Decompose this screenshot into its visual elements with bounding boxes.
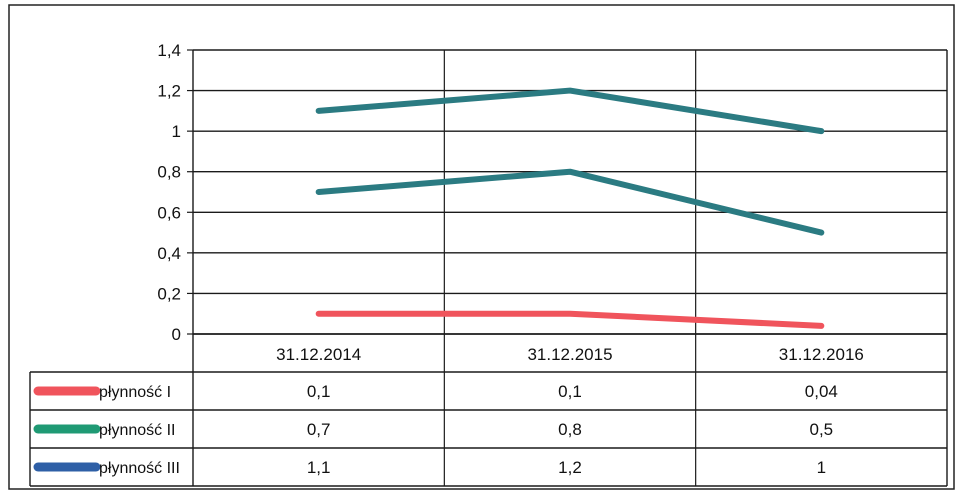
x-category-label: 31.12.2014	[276, 345, 361, 364]
y-tick-label: 1	[172, 122, 181, 141]
legend-series-label: płynność II	[99, 422, 175, 439]
table-value-cell: 1	[817, 458, 826, 477]
legend-series-label: płynność I	[99, 384, 171, 401]
y-tick-label: 0,2	[157, 284, 181, 303]
series-line	[315, 87, 825, 135]
table-value-cell: 0,1	[307, 382, 331, 401]
y-tick-label: 0,8	[157, 163, 181, 182]
table-value-cell: 0,7	[307, 420, 331, 439]
series-line	[315, 168, 825, 236]
plot-area: 0 0,2 0,4 0,6 0,8 1 1,2 1,4	[157, 41, 948, 344]
table-value-cell: 0,5	[810, 420, 834, 439]
legend-series-label: płynność III	[99, 460, 180, 477]
table-value-cell: 0,1	[558, 382, 582, 401]
y-tick-label: 1,2	[157, 82, 181, 101]
x-category-label: 31.12.2015	[527, 345, 612, 364]
y-tick-label: 0,4	[157, 244, 181, 263]
table-value-cell: 1,1	[307, 458, 331, 477]
y-tick-label: 0	[172, 325, 181, 344]
table-value-cell: 0,8	[558, 420, 582, 439]
y-tick-label: 0,6	[157, 203, 181, 222]
x-category-label: 31.12.2016	[779, 345, 864, 364]
series-line	[315, 310, 825, 329]
data-table: 31.12.2014 31.12.2015 31.12.2016 płynność I…	[29, 333, 948, 487]
outer-border	[8, 4, 955, 490]
table-value-cell: 0,04	[805, 382, 838, 401]
table-value-cell: 1,2	[558, 458, 582, 477]
y-tick-label: 1,4	[157, 41, 181, 60]
